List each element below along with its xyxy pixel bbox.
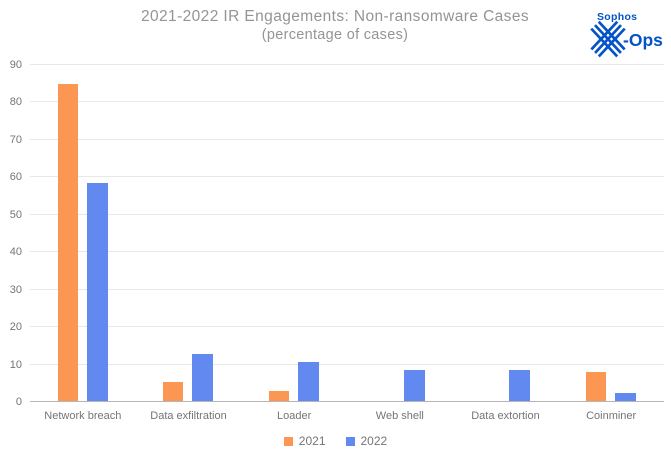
bar-2021-data-exfiltration (163, 381, 184, 401)
bar-group-coinminer (558, 65, 664, 401)
y-tick-label-0: 0 (15, 396, 22, 408)
legend-item-2022: 2022 (345, 434, 388, 448)
y-tick-label-10: 10 (9, 358, 22, 371)
chart-title-line2: (percentage of cases) (261, 27, 409, 43)
bar-group-web-shell (347, 65, 453, 401)
y-tick-label-40: 40 (9, 246, 22, 259)
gridline-90 (30, 64, 664, 65)
legend-label-2021: 2021 (298, 434, 326, 448)
sophos-logo-brand-text: Sophos (597, 11, 637, 23)
bar-2022-data-extortion (509, 369, 531, 401)
bar-2022-data-exfiltration (192, 354, 214, 401)
x-category-label-loader: Loader (277, 410, 312, 422)
gridline-40 (30, 251, 664, 253)
chart-title: 2021-2022 IR Engagements: Non-ransomware… (70, 7, 600, 45)
y-tick-label-70: 70 (9, 133, 22, 146)
y-tick-label-80: 80 (9, 96, 22, 109)
bar-2021-loader (269, 391, 290, 401)
legend-swatch-2022 (345, 436, 355, 446)
bar-2022-loader (298, 362, 320, 401)
gridline-70 (30, 138, 664, 140)
y-tick-label-20: 20 (9, 321, 22, 334)
legend-item-2021: 2021 (283, 434, 326, 448)
y-tick-label-60: 60 (9, 171, 22, 184)
y-tick-label-50: 50 (9, 208, 22, 221)
x-category-label-network-breach: Network breach (44, 410, 122, 422)
gridline-10 (30, 363, 664, 365)
y-axis: 0 10 20 30 40 50 60 70 80 90 (0, 59, 24, 408)
x-category-label-web-shell: Web shell (375, 410, 424, 422)
gridline-80 (30, 101, 664, 103)
x-glyph-icon (590, 20, 626, 58)
y-tick-label-30: 30 (9, 283, 22, 296)
gridline-50 (30, 213, 664, 215)
sophos-logo-suffix-text: -Ops (623, 30, 663, 50)
bar-group-network-breach (30, 65, 136, 401)
bar-2022-web-shell (403, 369, 425, 401)
legend-swatch-2021 (283, 436, 293, 446)
bar-2022-network-breach (86, 182, 108, 401)
gridline-60 (30, 176, 664, 178)
x-axis: Network breach Data exfiltration Loader Web… (30, 409, 664, 423)
bar-2022-coinminer (615, 393, 637, 401)
bar-2021-coinminer (586, 372, 607, 401)
bar-2021-network-breach (57, 84, 78, 401)
x-category-label-coinminer: Coinminer (586, 410, 637, 422)
sophos-x-ops-logo: Sophos -Ops (590, 11, 663, 58)
gridline-30 (30, 288, 664, 290)
bar-group-loader (241, 65, 347, 401)
legend-label-2022: 2022 (360, 434, 388, 448)
gridline-20 (30, 326, 664, 328)
bar-group-data-exfiltration (136, 65, 242, 401)
plot-area (30, 64, 664, 402)
y-tick-label-90: 90 (9, 59, 22, 71)
x-category-label-data-exfiltration: Data exfiltration (150, 410, 227, 422)
chart-title-line1: 2021-2022 IR Engagements: Non-ransomware… (140, 8, 530, 25)
x-category-label-data-extortion: Data extortion (471, 410, 540, 422)
bar-group-data-extortion (453, 65, 559, 401)
legend: 2021 2022 (0, 434, 671, 448)
